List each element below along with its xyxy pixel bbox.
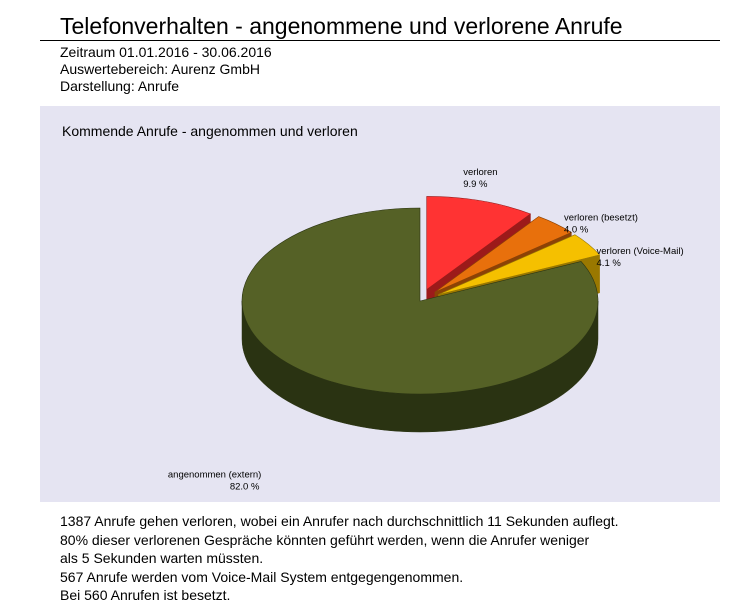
title-divider	[40, 40, 720, 41]
summary-line: 80% dieser verlorenen Gespräche könnten …	[60, 531, 590, 548]
meta-display: Darstellung: Anrufe	[60, 78, 180, 94]
slice-label: verloren (besetzt)	[564, 212, 638, 223]
slice-value-label: 82.0 %	[230, 482, 260, 493]
page-title: Telefonverhalten - angenommene und verlo…	[60, 13, 623, 39]
meta-period: Zeitraum 01.01.2016 - 30.06.2016	[60, 44, 272, 60]
meta-scope: Auswertebereich: Aurenz GmbH	[60, 61, 260, 77]
pie-slice	[241, 207, 599, 395]
slice-label: angenommen (extern)	[168, 470, 261, 481]
summary-line: 1387 Anrufe gehen verloren, wobei ein An…	[60, 513, 619, 529]
pie-slice	[426, 196, 532, 291]
pie-slice	[434, 216, 573, 293]
summary-line: 567 Anrufe werden vom Voice-Mail System …	[60, 568, 464, 585]
pie-slice	[438, 234, 601, 295]
slice-label: verloren (Voice-Mail)	[597, 246, 684, 257]
report-meta: Zeitraum 01.01.2016 - 30.06.2016 Auswert…	[60, 44, 272, 95]
slice-value-label: 4.1 %	[597, 258, 622, 269]
chart-panel: Kommende Anrufe - angenommen und verlore…	[40, 106, 720, 502]
summary-line: Bei 560 Anrufen ist besetzt.	[60, 587, 231, 603]
summary-line: als 5 Sekunden warten müssten.	[60, 550, 264, 566]
chart-title: Kommende Anrufe - angenommen und verlore…	[62, 123, 358, 139]
pie-tops	[241, 196, 601, 395]
slice-label: verloren	[463, 167, 497, 178]
summary-text: 1387 Anrufe gehen verloren, wobei ein An…	[60, 512, 619, 605]
slice-value-label: 4.0 %	[564, 224, 589, 235]
slice-value-label: 9.9 %	[463, 179, 488, 190]
